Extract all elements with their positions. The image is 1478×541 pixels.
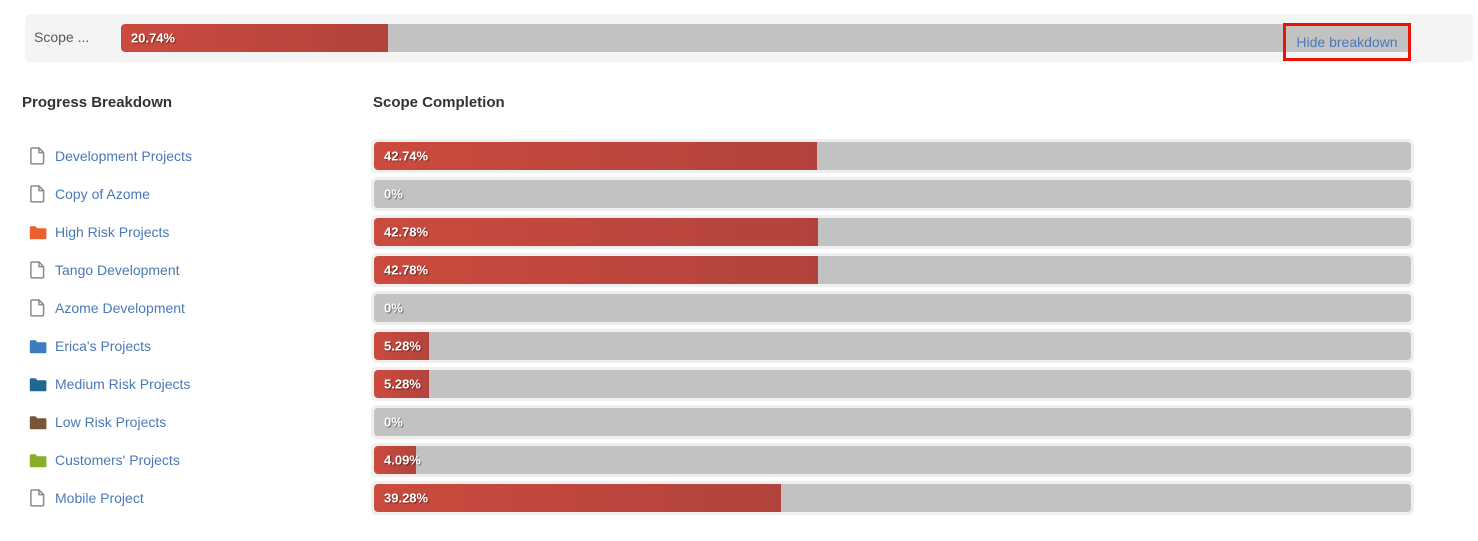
completion-cell: 0% — [371, 405, 1414, 439]
table-row: Customers' Projects 4.09% — [22, 443, 1414, 477]
completion-cell: 39.28% — [371, 481, 1414, 515]
progress-value: 0% — [384, 300, 403, 316]
progressbar-track: 39.28% — [374, 484, 1411, 512]
project-link[interactable]: Azome Development — [55, 300, 185, 316]
progressbar-track: 42.78% — [374, 256, 1411, 284]
completion-cell: 4.09% — [371, 443, 1414, 477]
progressbar-frame: 0% — [371, 291, 1414, 325]
project-link[interactable]: Copy of Azome — [55, 186, 150, 202]
progressbar-track: 42.78% — [374, 218, 1411, 246]
project-cell: Medium Risk Projects — [22, 376, 371, 392]
progress-fill — [374, 370, 429, 398]
progressbar-track: 4.09% — [374, 446, 1411, 474]
progress-value: 5.28% — [384, 338, 421, 354]
project-list: Development Projects 42.74% Copy of Azom… — [22, 139, 1414, 519]
progress-fill — [374, 142, 818, 170]
progress-value: 42.78% — [384, 224, 429, 240]
scope-label: Scope ... — [34, 29, 90, 45]
completion-cell: 5.28% — [371, 329, 1414, 363]
folder-icon — [28, 453, 47, 468]
progressbar-frame: 0% — [371, 177, 1414, 211]
project-cell: Tango Development — [22, 261, 371, 279]
progress-value: 0% — [384, 186, 403, 202]
table-row: Tango Development 42.78% — [22, 253, 1414, 287]
completion-cell: 0% — [371, 291, 1414, 325]
progress-value: 42.78% — [384, 262, 429, 278]
table-row: Medium Risk Projects 5.28% — [22, 367, 1414, 401]
page-icon — [28, 299, 47, 317]
progressbar-track: 0% — [374, 180, 1411, 208]
progressbar-frame: 42.74% — [371, 139, 1414, 173]
scope-completion-heading: Scope Completion — [373, 94, 505, 111]
table-row: Mobile Project 39.28% — [22, 481, 1414, 515]
table-row: Azome Development 0% — [22, 291, 1414, 325]
progress-fill — [374, 446, 417, 474]
progress-fill — [374, 218, 818, 246]
project-cell: Erica's Projects — [22, 338, 371, 354]
progress-breakdown-heading: Progress Breakdown — [22, 94, 173, 111]
progress-fill — [374, 484, 782, 512]
progress-value: 39.28% — [384, 490, 429, 506]
completion-cell: 42.78% — [371, 253, 1414, 287]
table-row: Copy of Azome 0% — [22, 177, 1414, 211]
folder-icon — [28, 225, 47, 240]
click-annotation-box: Hide breakdown — [1283, 23, 1411, 61]
folder-icon — [28, 339, 47, 354]
scope-progressbar: 20.74% — [121, 24, 1410, 52]
completion-cell: 42.74% — [371, 139, 1414, 173]
project-cell: Azome Development — [22, 299, 371, 317]
project-link[interactable]: Mobile Project — [55, 490, 144, 506]
table-row: Low Risk Projects 0% — [22, 405, 1414, 439]
progressbar-track: 0% — [374, 294, 1411, 322]
folder-icon — [28, 377, 47, 392]
progress-value: 4.09% — [384, 452, 421, 468]
scope-progress-value: 20.74% — [131, 30, 176, 46]
project-link[interactable]: Tango Development — [55, 262, 180, 278]
progress-value: 0% — [384, 414, 403, 430]
page-icon — [28, 261, 47, 279]
progressbar-track: 5.28% — [374, 332, 1411, 360]
progressbar-frame: 39.28% — [371, 481, 1414, 515]
progressbar-frame: 42.78% — [371, 253, 1414, 287]
project-cell: Customers' Projects — [22, 452, 371, 468]
project-cell: Low Risk Projects — [22, 414, 371, 430]
section-headings: Progress Breakdown Scope Completion — [22, 94, 1414, 111]
project-link[interactable]: Customers' Projects — [55, 452, 180, 468]
progressbar-track: 5.28% — [374, 370, 1411, 398]
scope-summary-panel: Scope ... 20.74% Hide breakdown — [25, 14, 1473, 62]
completion-cell: 5.28% — [371, 367, 1414, 401]
progress-fill — [374, 256, 818, 284]
progress-value: 42.74% — [384, 148, 429, 164]
page-icon — [28, 185, 47, 203]
project-link[interactable]: Erica's Projects — [55, 338, 152, 354]
folder-icon — [28, 415, 47, 430]
completion-cell: 0% — [371, 177, 1414, 211]
progress-value: 5.28% — [384, 376, 421, 392]
progressbar-frame: 5.28% — [371, 329, 1414, 363]
progressbar-track: 0% — [374, 408, 1411, 436]
completion-cell: 42.78% — [371, 215, 1414, 249]
project-link[interactable]: Medium Risk Projects — [55, 376, 191, 392]
hide-breakdown-link[interactable]: Hide breakdown — [1296, 34, 1398, 50]
page-icon — [28, 147, 47, 165]
table-row: Erica's Projects 5.28% — [22, 329, 1414, 363]
project-cell: Development Projects — [22, 147, 371, 165]
project-cell: Copy of Azome — [22, 185, 371, 203]
table-row: High Risk Projects 42.78% — [22, 215, 1414, 249]
progressbar-frame: 42.78% — [371, 215, 1414, 249]
page-icon — [28, 489, 47, 507]
project-link[interactable]: Low Risk Projects — [55, 414, 167, 430]
progress-fill — [374, 332, 429, 360]
progressbar-frame: 5.28% — [371, 367, 1414, 401]
progressbar-frame: 0% — [371, 405, 1414, 439]
scope-progress-fill — [121, 24, 389, 52]
project-cell: High Risk Projects — [22, 224, 371, 240]
project-link[interactable]: High Risk Projects — [55, 224, 170, 240]
progressbar-frame: 4.09% — [371, 443, 1414, 477]
project-link[interactable]: Development Projects — [55, 148, 192, 164]
table-row: Development Projects 42.74% — [22, 139, 1414, 173]
project-cell: Mobile Project — [22, 489, 371, 507]
progressbar-track: 42.74% — [374, 142, 1411, 170]
